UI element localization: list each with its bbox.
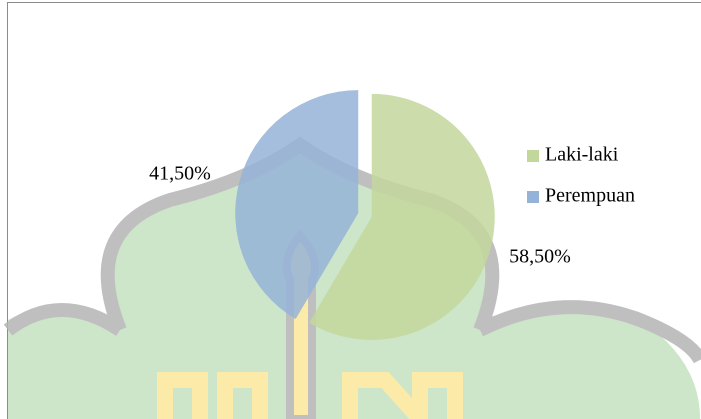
legend-swatch (527, 191, 539, 203)
legend-label: Laki-laki (545, 144, 619, 166)
legend-label: Perempuan (545, 185, 635, 207)
pie-slice (309, 93, 495, 340)
pie: 58,50% 41,50% (149, 90, 571, 340)
data-label: 58,50% (509, 246, 571, 268)
legend: Laki-laki Perempuan (527, 144, 635, 207)
legend-swatch (527, 150, 539, 162)
pie-slice (235, 90, 359, 320)
data-label: 41,50% (149, 163, 211, 185)
